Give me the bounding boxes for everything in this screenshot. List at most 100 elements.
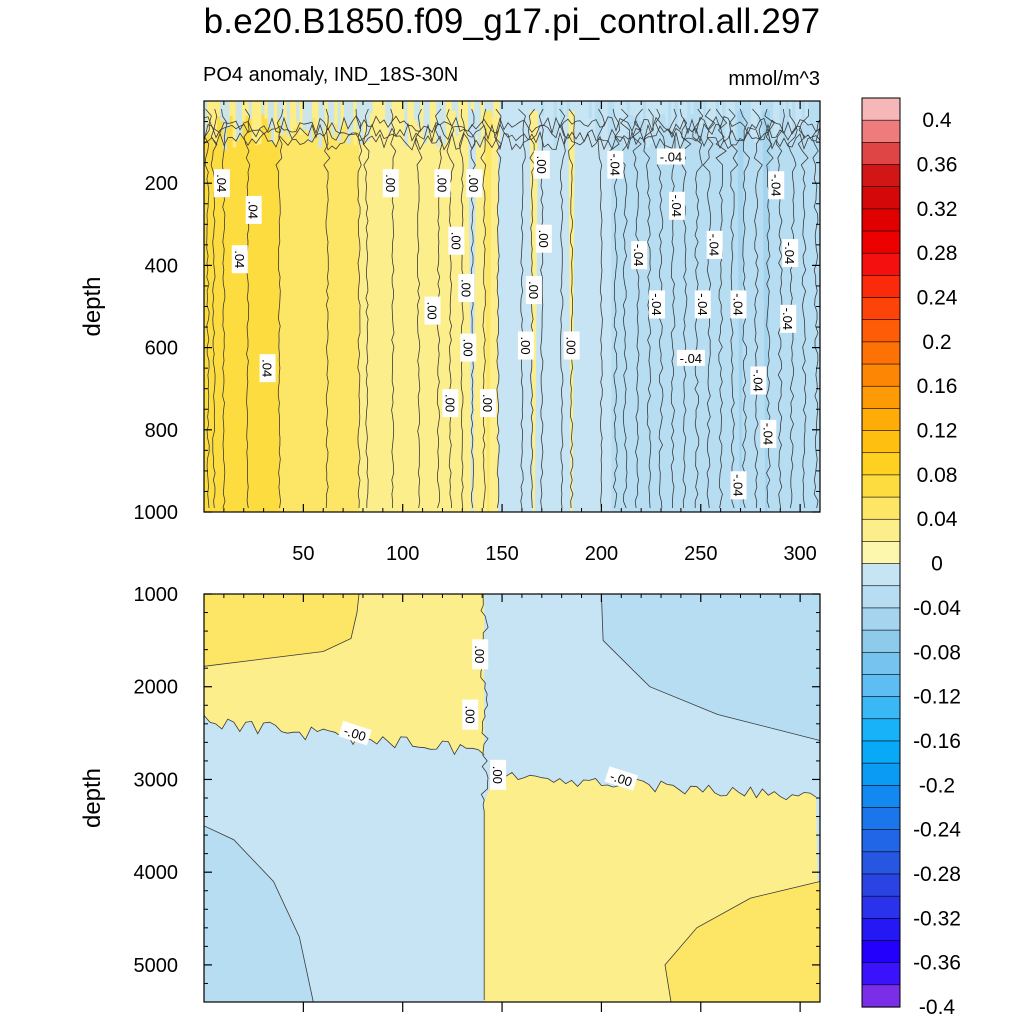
surface-mixing	[254, 101, 259, 146]
contour-label-bg	[535, 224, 552, 253]
contour-label-text: -.04	[768, 174, 783, 196]
contour-label-text: .00	[458, 279, 473, 297]
contour-label: -.04	[656, 148, 685, 165]
contour-label-text: -.04	[731, 474, 746, 496]
surface-mixing	[458, 101, 462, 134]
surface-contour-line	[204, 130, 820, 151]
colorbar-swatch	[861, 962, 901, 986]
surface-mixing	[461, 101, 466, 130]
upper-contour-line	[446, 108, 455, 509]
colorbar-tick-label: -0.04	[913, 597, 961, 620]
contour-label-text: .00	[490, 766, 505, 784]
surface-mixing	[814, 101, 819, 146]
colorbar-swatch	[861, 873, 901, 897]
surface-mixing	[671, 101, 675, 133]
contour-boundary	[204, 594, 360, 667]
upper-contour-line	[597, 108, 605, 509]
colorbar-tick-label: -0.12	[913, 686, 961, 709]
contour-label-bg	[604, 766, 639, 791]
contour-label-bg	[442, 389, 459, 418]
surface-mixing	[238, 101, 243, 137]
upper-contour-line	[362, 108, 370, 509]
surface-mixing	[601, 101, 605, 146]
surface-mixing	[286, 101, 291, 136]
surface-mixing	[232, 101, 237, 148]
contour-label: .00	[466, 169, 483, 198]
contour-label: -.04	[649, 290, 666, 319]
surface-mixing	[305, 101, 310, 131]
figure-title: b.e20.B1850.f09_g17.pi_control.all.297	[203, 2, 821, 41]
surface-mixing	[378, 101, 383, 136]
upper-contour-line	[752, 108, 763, 509]
contour-label-bg	[472, 639, 489, 670]
surface-mixing	[725, 101, 729, 146]
contour-label: -.00	[604, 766, 639, 791]
upper-contour-line	[355, 108, 363, 509]
surface-mixing	[769, 101, 774, 124]
colorbar-swatch	[861, 408, 901, 432]
surface-mixing	[696, 101, 701, 141]
y-tick-label: 4000	[134, 862, 179, 884]
contour-label: -.04	[768, 171, 785, 200]
colorbar-tick-label: 0.16	[917, 375, 958, 398]
contour-label: -.04	[730, 471, 747, 500]
contour-label-text: .00	[472, 645, 487, 663]
surface-mixing	[327, 101, 332, 122]
colorbar-swatch	[861, 762, 901, 786]
surface-mixing	[273, 101, 278, 146]
surface-mixing	[480, 101, 485, 130]
upper-spike	[484, 111, 492, 512]
surface-mixing	[550, 101, 555, 131]
y-tick-label: 200	[145, 173, 178, 195]
contour-label: .00	[442, 389, 459, 418]
surface-mixing	[229, 101, 234, 116]
contour-label-text: .00	[534, 156, 549, 174]
surface-mixing	[722, 101, 726, 126]
lower-depth-panel: .00 .00 -.00 .00 -.00 1000 2000 3000 4000 5000 de…	[79, 584, 821, 1012]
upper-field	[204, 101, 820, 512]
x-tick-label: 50	[292, 543, 314, 565]
contour-label-text: .04	[260, 359, 275, 377]
contour-label-bg	[259, 354, 276, 383]
surface-mixing	[658, 101, 663, 117]
colorbar-swatch	[861, 430, 901, 454]
colorbar-tick-label: 0.4	[922, 109, 952, 132]
contour-label: .00	[424, 296, 441, 325]
colorbar-swatch	[861, 696, 901, 720]
surface-mixing	[789, 101, 793, 144]
contour-label: .00	[525, 276, 542, 305]
contour-label: .00	[480, 389, 497, 418]
surface-mixing	[541, 101, 545, 116]
contour-label-text: -.04	[707, 234, 722, 256]
surface-mixing	[372, 101, 377, 118]
contour-label-bg	[434, 169, 451, 198]
colorbar-tick-label: 0.36	[917, 154, 958, 177]
colorbar-swatch	[861, 851, 901, 875]
contour-label-text: .00	[448, 232, 463, 250]
surface-mixing	[630, 101, 634, 115]
contour-label-text: -.04	[695, 293, 710, 315]
colorbar-swatch	[861, 341, 901, 365]
contour-label: -.04	[706, 230, 723, 259]
contour-label-text: .00	[425, 302, 440, 320]
surface-mixing	[204, 101, 208, 136]
surface-mixing	[302, 101, 307, 131]
surface-mixing	[340, 101, 345, 127]
surface-mixing	[296, 101, 300, 123]
surface-mixing	[369, 101, 373, 114]
surface-mixing	[388, 101, 392, 132]
surface-mixing	[343, 101, 348, 123]
surface-mixing	[210, 101, 214, 139]
contour-label: .00	[458, 274, 475, 303]
surface-mixing	[226, 101, 230, 128]
surface-mixing	[356, 101, 361, 130]
colorbar-swatch	[861, 474, 901, 498]
surface-mixing	[258, 101, 262, 145]
colorbar-swatch	[861, 718, 901, 742]
x-tick-label: 200	[585, 543, 618, 565]
surface-mixing	[798, 101, 803, 132]
surface-mixing	[690, 101, 695, 115]
upper-contour-line	[679, 108, 692, 509]
surface-mixing	[693, 101, 698, 142]
upper-contour-line	[632, 108, 643, 509]
